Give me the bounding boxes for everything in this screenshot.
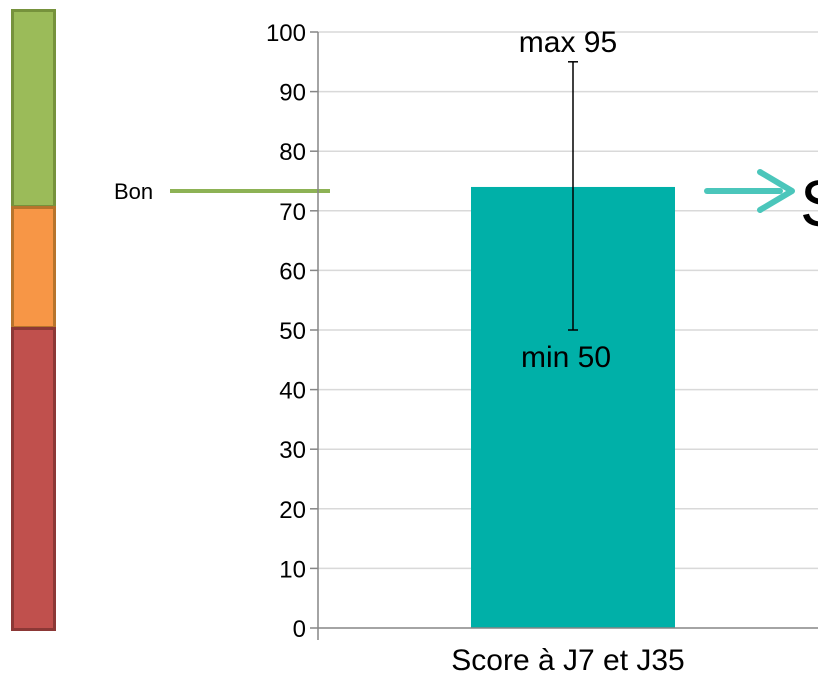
- y-axis-ticks: 0 10 20 30 40 50 60 70 80 90 100: [266, 20, 318, 643]
- y-tick-label: 60: [279, 258, 306, 285]
- y-tick-label: 90: [279, 80, 306, 107]
- cut-off-text: S: [800, 166, 818, 240]
- arrow-head: [757, 169, 795, 213]
- reference-line: [170, 189, 330, 193]
- y-tick-label: 100: [266, 20, 306, 47]
- scale-good-segment: [11, 9, 56, 208]
- y-tick-label: 10: [279, 556, 306, 583]
- y-tick-label: 70: [279, 199, 306, 226]
- y-tick-label: 30: [279, 437, 306, 464]
- y-tick-label: 0: [293, 616, 306, 643]
- chart-labels: max 95 min 50 Score à J7 et J35 S: [451, 26, 818, 674]
- y-tick-label: 50: [279, 318, 306, 345]
- y-tick-label: 80: [279, 139, 306, 166]
- error-bars: [568, 61, 578, 331]
- x-category-label: Score à J7 et J35: [451, 644, 684, 674]
- reference-line-label: Bon: [114, 179, 154, 204]
- y-tick-label: 20: [279, 497, 306, 524]
- scale-medium-segment: [11, 206, 56, 329]
- y-tick-label: 40: [279, 378, 306, 405]
- min-annotation: min 50: [521, 341, 611, 374]
- arrow-icon: [704, 169, 795, 213]
- scale-bad-segment: [11, 327, 56, 631]
- max-annotation: max 95: [519, 26, 617, 59]
- axes: [317, 32, 818, 640]
